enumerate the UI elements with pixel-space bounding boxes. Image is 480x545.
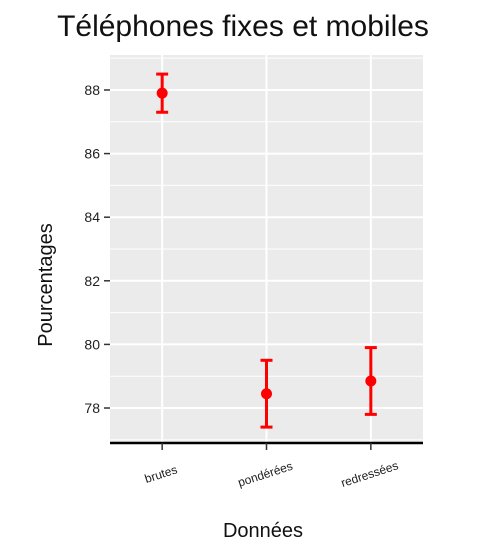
grid-lines <box>110 55 423 443</box>
data-point <box>261 388 272 400</box>
x-tick-label: brutes <box>143 462 179 486</box>
data-point <box>365 375 377 387</box>
data-point <box>156 87 168 99</box>
y-tick-label: 82 <box>84 273 100 289</box>
error-bar-redressées <box>364 346 377 416</box>
error-bar-brutes <box>156 72 169 114</box>
x-tick-label: redressées <box>339 458 400 490</box>
y-tick-label: 78 <box>84 400 100 416</box>
y-tick-label: 88 <box>84 82 100 98</box>
y-axis-label: Pourcentages <box>35 223 57 346</box>
chart-title: Téléphones fixes et mobiles <box>57 10 429 43</box>
y-tick-label: 86 <box>84 146 100 162</box>
y-axis-ticks: 78 80 82 84 86 88 <box>84 82 110 416</box>
x-axis-ticks: brutes pondérées redressées <box>143 443 400 490</box>
data-marks <box>156 72 377 429</box>
error-bar-pondérées <box>260 358 273 429</box>
y-tick-label: 84 <box>84 209 100 225</box>
x-axis-label: Données <box>223 520 303 542</box>
y-tick-label: 80 <box>84 336 100 352</box>
x-tick-label: pondérées <box>236 459 294 490</box>
